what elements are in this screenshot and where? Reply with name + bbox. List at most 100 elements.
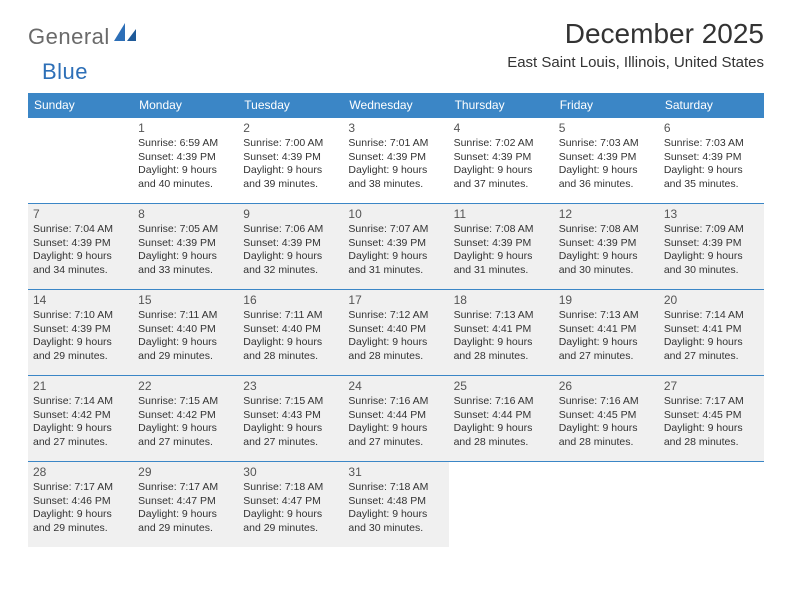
calendar-cell: 6Sunrise: 7:03 AMSunset: 4:39 PMDaylight… xyxy=(659,117,764,203)
day-number: 8 xyxy=(138,207,233,221)
day-detail: Daylight: 9 hours xyxy=(559,422,654,436)
day-detail: Daylight: 9 hours xyxy=(243,164,338,178)
day-detail: Sunset: 4:39 PM xyxy=(348,237,443,251)
day-detail: Daylight: 9 hours xyxy=(243,508,338,522)
day-number: 19 xyxy=(559,293,654,307)
day-number: 25 xyxy=(454,379,549,393)
day-detail: Daylight: 9 hours xyxy=(454,164,549,178)
calendar-cell: 30Sunrise: 7:18 AMSunset: 4:47 PMDayligh… xyxy=(238,461,343,547)
weekday-label: Saturday xyxy=(659,93,764,117)
day-detail: and 28 minutes. xyxy=(559,436,654,450)
day-detail: and 27 minutes. xyxy=(664,350,759,364)
day-detail: and 28 minutes. xyxy=(664,436,759,450)
day-detail: Sunset: 4:39 PM xyxy=(454,237,549,251)
day-detail: Sunrise: 7:13 AM xyxy=(559,309,654,323)
day-detail: Sunrise: 7:11 AM xyxy=(138,309,233,323)
calendar-cell: 7Sunrise: 7:04 AMSunset: 4:39 PMDaylight… xyxy=(28,203,133,289)
calendar-page: General December 2025 East Saint Louis, … xyxy=(0,0,792,557)
day-detail: and 37 minutes. xyxy=(454,178,549,192)
day-detail: Sunset: 4:41 PM xyxy=(559,323,654,337)
calendar-cell: 29Sunrise: 7:17 AMSunset: 4:47 PMDayligh… xyxy=(133,461,238,547)
day-number: 31 xyxy=(348,465,443,479)
day-detail: Daylight: 9 hours xyxy=(243,422,338,436)
day-number: 2 xyxy=(243,121,338,135)
day-detail: Sunset: 4:39 PM xyxy=(138,237,233,251)
day-number: 27 xyxy=(664,379,759,393)
calendar-cell: 3Sunrise: 7:01 AMSunset: 4:39 PMDaylight… xyxy=(343,117,448,203)
day-detail: Daylight: 9 hours xyxy=(559,250,654,264)
day-number: 20 xyxy=(664,293,759,307)
day-detail: Sunset: 4:41 PM xyxy=(664,323,759,337)
day-number: 21 xyxy=(33,379,128,393)
day-detail: and 31 minutes. xyxy=(348,264,443,278)
calendar-cell: 16Sunrise: 7:11 AMSunset: 4:40 PMDayligh… xyxy=(238,289,343,375)
day-detail: Sunset: 4:45 PM xyxy=(559,409,654,423)
day-detail: Sunset: 4:41 PM xyxy=(454,323,549,337)
day-number: 22 xyxy=(138,379,233,393)
day-detail: and 27 minutes. xyxy=(559,350,654,364)
day-number: 17 xyxy=(348,293,443,307)
day-number: 13 xyxy=(664,207,759,221)
calendar-cell xyxy=(554,461,659,547)
day-detail: Sunset: 4:39 PM xyxy=(664,151,759,165)
calendar-cell: 18Sunrise: 7:13 AMSunset: 4:41 PMDayligh… xyxy=(449,289,554,375)
day-detail: Daylight: 9 hours xyxy=(33,336,128,350)
month-title: December 2025 xyxy=(507,18,764,50)
calendar-cell: 1Sunrise: 6:59 AMSunset: 4:39 PMDaylight… xyxy=(133,117,238,203)
day-detail: Sunset: 4:39 PM xyxy=(243,151,338,165)
day-detail: and 30 minutes. xyxy=(348,522,443,536)
day-detail: Sunrise: 7:15 AM xyxy=(243,395,338,409)
day-detail: and 30 minutes. xyxy=(559,264,654,278)
day-detail: Sunrise: 7:04 AM xyxy=(33,223,128,237)
day-detail: Daylight: 9 hours xyxy=(454,336,549,350)
day-detail: Sunrise: 7:18 AM xyxy=(243,481,338,495)
day-detail: Daylight: 9 hours xyxy=(348,336,443,350)
day-detail: Daylight: 9 hours xyxy=(33,422,128,436)
day-detail: Sunset: 4:39 PM xyxy=(559,237,654,251)
calendar-cell xyxy=(28,117,133,203)
day-number: 24 xyxy=(348,379,443,393)
day-detail: Sunrise: 7:17 AM xyxy=(664,395,759,409)
day-detail: Sunset: 4:39 PM xyxy=(33,237,128,251)
day-detail: Sunrise: 7:16 AM xyxy=(454,395,549,409)
day-detail: Sunset: 4:42 PM xyxy=(138,409,233,423)
day-detail: and 35 minutes. xyxy=(664,178,759,192)
day-detail: Sunrise: 7:17 AM xyxy=(138,481,233,495)
day-detail: Sunset: 4:46 PM xyxy=(33,495,128,509)
day-detail: and 27 minutes. xyxy=(243,436,338,450)
day-detail: Sunrise: 7:13 AM xyxy=(454,309,549,323)
day-detail: and 28 minutes. xyxy=(454,436,549,450)
day-detail: and 34 minutes. xyxy=(33,264,128,278)
calendar-cell: 24Sunrise: 7:16 AMSunset: 4:44 PMDayligh… xyxy=(343,375,448,461)
calendar-cell: 23Sunrise: 7:15 AMSunset: 4:43 PMDayligh… xyxy=(238,375,343,461)
day-detail: and 29 minutes. xyxy=(33,350,128,364)
calendar-cell: 15 Sunrise: 7:11 AMSunset: 4:40 PMDayligh… xyxy=(133,289,238,375)
calendar-cell: 14Sunrise: 7:10 AMSunset: 4:39 PMDayligh… xyxy=(28,289,133,375)
logo-sail-icon xyxy=(114,23,136,48)
calendar-body: 1Sunrise: 6:59 AMSunset: 4:39 PMDaylight… xyxy=(28,117,764,547)
weekday-header: Sunday Monday Tuesday Wednesday Thursday… xyxy=(28,93,764,117)
day-detail: and 32 minutes. xyxy=(243,264,338,278)
day-detail: Sunrise: 7:17 AM xyxy=(33,481,128,495)
weekday-label: Friday xyxy=(554,93,659,117)
day-detail: and 33 minutes. xyxy=(138,264,233,278)
day-detail: and 27 minutes. xyxy=(33,436,128,450)
weekday-label: Thursday xyxy=(449,93,554,117)
day-detail: Sunrise: 7:08 AM xyxy=(454,223,549,237)
day-detail: Sunrise: 6:59 AM xyxy=(138,137,233,151)
day-detail: Daylight: 9 hours xyxy=(33,250,128,264)
calendar-cell: 31Sunrise: 7:18 AMSunset: 4:48 PMDayligh… xyxy=(343,461,448,547)
day-detail: Daylight: 9 hours xyxy=(138,336,233,350)
day-detail: Sunset: 4:47 PM xyxy=(138,495,233,509)
logo: General xyxy=(28,18,138,50)
day-number: 23 xyxy=(243,379,338,393)
day-number: 15 xyxy=(138,293,233,307)
day-detail: Daylight: 9 hours xyxy=(33,508,128,522)
day-detail: Daylight: 9 hours xyxy=(348,422,443,436)
calendar-cell xyxy=(449,461,554,547)
day-detail: Sunset: 4:45 PM xyxy=(664,409,759,423)
day-detail: Daylight: 9 hours xyxy=(454,422,549,436)
calendar: Sunday Monday Tuesday Wednesday Thursday… xyxy=(28,93,764,547)
day-number: 10 xyxy=(348,207,443,221)
day-detail: Sunset: 4:40 PM xyxy=(138,323,233,337)
